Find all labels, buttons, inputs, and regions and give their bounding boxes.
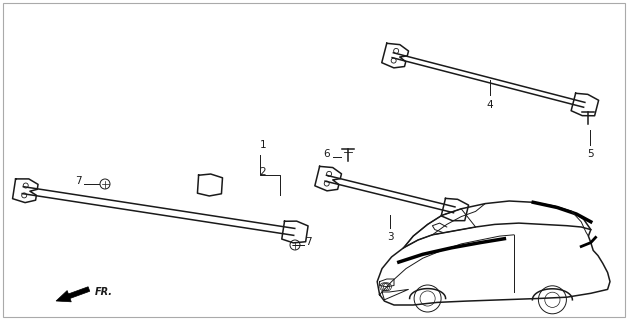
- Polygon shape: [56, 287, 90, 302]
- Text: 1: 1: [260, 140, 266, 150]
- Text: 3: 3: [387, 232, 393, 242]
- Text: 4: 4: [487, 100, 494, 110]
- Text: FR.: FR.: [95, 287, 113, 297]
- Text: 2: 2: [260, 167, 266, 177]
- Text: 6: 6: [323, 149, 330, 159]
- Text: 7: 7: [305, 237, 311, 247]
- Text: 5: 5: [587, 149, 593, 159]
- Text: 7: 7: [75, 176, 82, 186]
